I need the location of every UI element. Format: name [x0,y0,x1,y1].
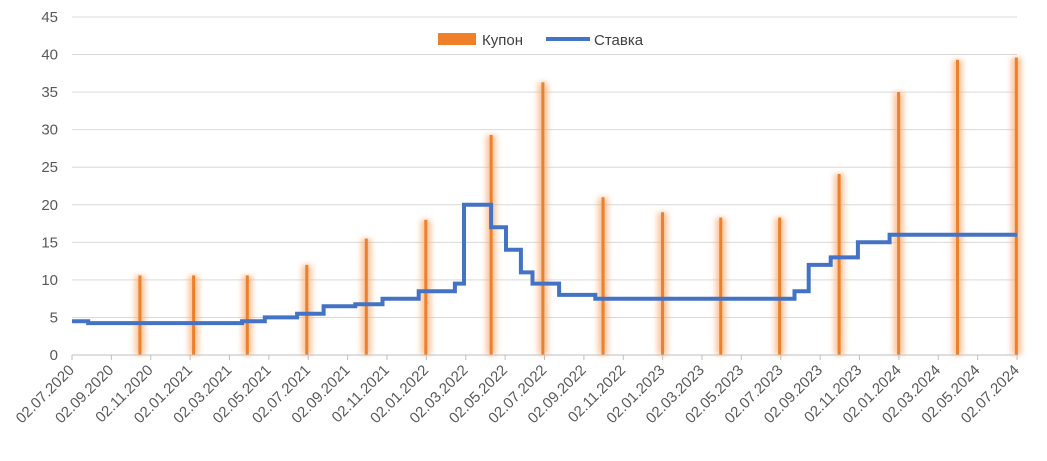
coupon-bar [301,264,312,355]
legend-label-rate: Ставка [594,32,644,49]
coupon-bar [537,82,548,355]
y-tick-label: 20 [41,197,58,214]
y-tick-label: 15 [41,234,58,251]
y-tick-label: 5 [50,309,58,326]
coupon-bar [1011,57,1022,356]
axes: 05101520253035404502.07.202002.09.202002… [13,9,1023,427]
coupon-bar [598,197,609,355]
y-tick-label: 35 [41,84,58,101]
y-tick-label: 0 [50,347,58,364]
rate-line [72,202,1017,326]
legend-swatch-coupon [438,33,476,45]
coupon-bar [420,219,431,355]
y-tick-label: 40 [41,47,58,64]
y-tick-label: 10 [41,272,58,289]
coupon-bar [657,212,668,355]
coupon-bar [893,92,904,355]
coupon-bar [134,275,145,355]
coupon-bar [242,275,253,355]
coupon-bar [188,275,199,355]
coupon-bars [134,57,1022,356]
coupon-bar [361,238,372,355]
coupon-bar [486,134,497,355]
rate-line-layer [72,202,1017,326]
legend-label-coupon: Купон [482,32,523,49]
y-tick-label: 25 [41,159,58,176]
y-tick-label: 45 [41,9,58,26]
coupon-bar [834,173,845,355]
coupon-bar [952,59,963,356]
legend: Купон Ставка [438,32,644,49]
y-tick-label: 30 [41,122,58,139]
coupon-bar [774,217,785,355]
coupon-bar [715,217,726,355]
